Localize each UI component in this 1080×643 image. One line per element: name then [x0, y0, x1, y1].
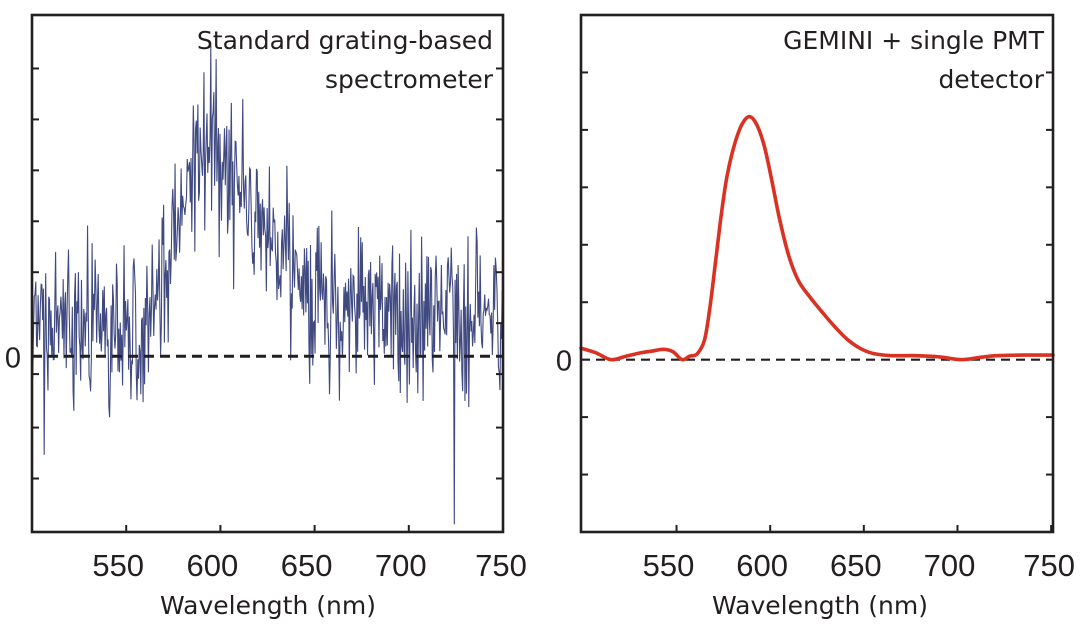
left-annotation-line-2: spectrometer — [325, 65, 494, 94]
left-plot-frame — [30, 13, 505, 534]
left-y-zero-label: 0 — [5, 342, 21, 374]
x-tick-label: 600 — [187, 548, 239, 583]
left-x-ticks: 550 600 650 700 750 — [92, 525, 527, 583]
right-annotation-line-2: detector — [938, 65, 1044, 94]
x-tick-label: 750 — [475, 548, 527, 583]
x-tick-label: 650 — [830, 548, 882, 583]
right-y-ticks — [581, 71, 1053, 476]
right-y-zero-label: 0 — [556, 346, 572, 378]
right-x-axis-title: Wavelength (nm) — [712, 591, 928, 620]
left-plot-content — [31, 45, 504, 525]
x-tick-label: 550 — [92, 548, 144, 583]
left-panel: 550 600 650 700 750 0 Standard grating-based… — [5, 13, 527, 620]
x-tick-label: 700 — [924, 548, 976, 583]
right-annotation-line-1: GEMINI + single PMT — [783, 26, 1045, 55]
right-panel: 550 600 650 700 750 0 GEMINI + single PMT de… — [556, 13, 1075, 620]
series-line-noisy-spectrum — [31, 45, 504, 525]
left-annotation-line-1: Standard grating-based — [197, 26, 493, 55]
x-tick-label: 550 — [643, 548, 695, 583]
right-plot-content — [579, 114, 1055, 362]
right-x-ticks: 550 600 650 700 750 — [643, 525, 1075, 583]
x-tick-label: 700 — [375, 548, 427, 583]
left-y-ticks — [32, 67, 503, 480]
series-line-smooth-spectrum — [579, 114, 1055, 362]
x-tick-label: 750 — [1023, 548, 1075, 583]
right-plot-frame — [579, 13, 1055, 534]
x-tick-label: 600 — [736, 548, 788, 583]
x-tick-label: 650 — [281, 548, 333, 583]
left-x-axis-title: Wavelength (nm) — [160, 591, 376, 620]
